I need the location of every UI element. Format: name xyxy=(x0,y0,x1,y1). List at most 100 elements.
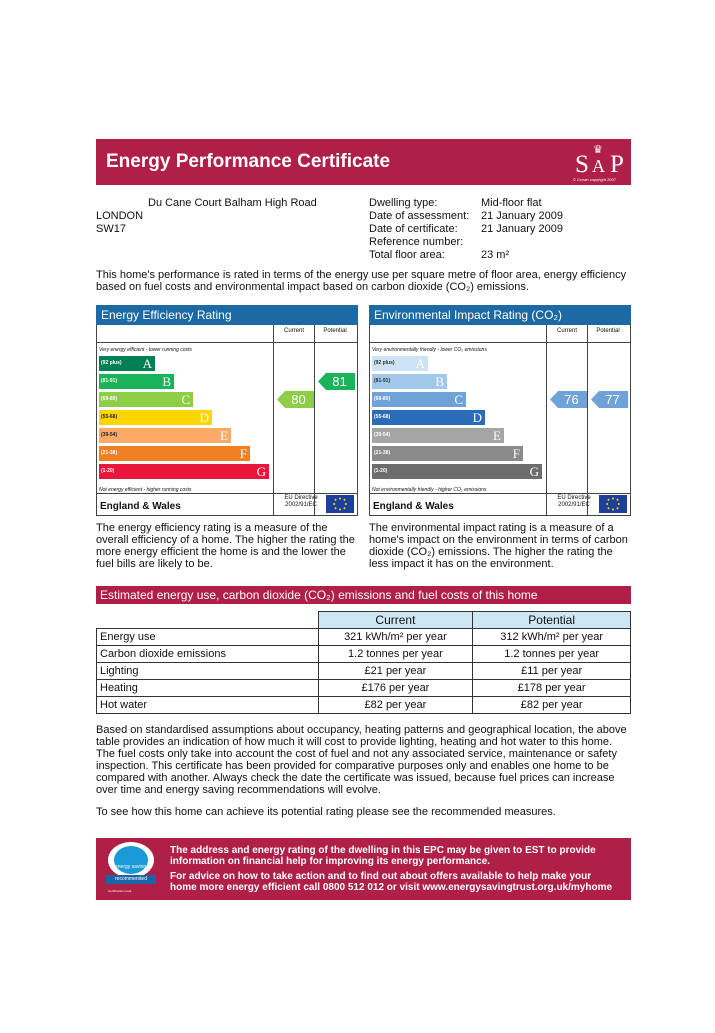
band-letter: E xyxy=(220,428,228,443)
environmental-impact-chart: Current Potential Very environmentally f… xyxy=(369,325,631,516)
dwelling-value: Mid-floor flat xyxy=(481,197,542,209)
dwelling-label: Reference number: xyxy=(369,236,464,248)
logo-bottom-text: recommended xyxy=(106,875,156,884)
dwelling-value: 23 m² xyxy=(481,249,510,261)
band-letter: B xyxy=(435,374,444,389)
energy-saving-recommended-logo: energy saving recommended Certification … xyxy=(106,842,156,893)
energy-efficiency-title: Energy Efficiency Rating xyxy=(96,305,358,325)
table-row: Carbon dioxide emissions 1.2 tonnes per y… xyxy=(96,645,631,663)
sap-letter-p: P xyxy=(610,151,624,178)
table-header-row: Current Potential xyxy=(96,611,631,629)
band-range: (92 plus) xyxy=(101,360,122,366)
current-column-header: Current xyxy=(556,328,577,334)
band-letter: E xyxy=(493,428,501,443)
footer-text-2: For advice on how to take action and to … xyxy=(170,871,613,893)
certificate-header: Energy Performance Certificate ♛ S A P ©… xyxy=(96,139,631,185)
rating-band-b: (81-91) B xyxy=(99,374,174,389)
dwelling-value: 21 January 2009 xyxy=(481,223,563,235)
rating-band-g: (1-20) G xyxy=(99,464,269,479)
rating-band-a: (92 plus) A xyxy=(372,356,428,371)
environmental-impact-panel: Environmental Impact Rating (CO₂) Curren… xyxy=(369,305,631,570)
eu-directive: EU Directive 2002/91/EC xyxy=(284,495,318,508)
dwelling-row: Dwelling type: Mid-floor flat xyxy=(369,197,563,210)
band-letter: G xyxy=(256,464,266,479)
body-text: Based on standardised assumptions about … xyxy=(96,724,627,796)
eu-flag-icon xyxy=(326,495,354,513)
band-letter: A xyxy=(142,356,152,371)
environmental-impact-title: Environmental Impact Rating (CO₂) xyxy=(369,305,631,325)
rating-band-c: (69-80) C xyxy=(99,392,193,407)
current-column-header: Current xyxy=(283,328,304,334)
table-row: Energy use 321 kWh/m² per year 312 kWh/m² … xyxy=(96,628,631,646)
rating-band-c: (69-80) C xyxy=(372,392,466,407)
top-note: Very energy efficient - lower running co… xyxy=(99,347,192,353)
band-letter: A xyxy=(415,356,425,371)
certificate-title: Energy Performance Certificate xyxy=(106,151,391,172)
band-letter: F xyxy=(512,446,520,461)
dwelling-label: Total floor area: xyxy=(369,249,445,261)
band-range: (1-20) xyxy=(374,468,388,474)
sap-letter-s: S xyxy=(575,151,589,178)
band-range: (92 plus) xyxy=(374,360,395,366)
dwelling-info: Dwelling type: Mid-floor flat Date of ass… xyxy=(369,197,563,262)
band-range: (21-38) xyxy=(374,450,391,456)
rating-band-g: (1-20) G xyxy=(372,464,542,479)
rating-band-a: (92 plus) A xyxy=(99,356,155,371)
band-letter: C xyxy=(181,392,190,407)
bottom-note: Not energy efficient - higher running co… xyxy=(99,487,192,493)
dwelling-label: Date of assessment: xyxy=(369,210,470,222)
footer-banner: energy saving recommended Certification … xyxy=(96,838,631,900)
potential-rating-arrow: 77 xyxy=(591,391,628,408)
band-letter: C xyxy=(454,392,463,407)
rating-band-d: (55-68) D xyxy=(372,410,485,425)
table-row: Lighting £21 per year £11 per year xyxy=(96,662,631,680)
band-letter: D xyxy=(472,410,482,425)
sap-letter-a: A xyxy=(592,156,605,176)
energy-efficiency-description: The energy efficiency rating is a measur… xyxy=(96,522,355,570)
rating-band-e: (39-54) E xyxy=(99,428,231,443)
address-line-2: LONDON xyxy=(96,210,144,222)
energy-efficiency-chart: Current Potential Very energy efficient … xyxy=(96,325,358,516)
dwelling-label: Date of certificate: xyxy=(369,223,458,235)
energy-efficiency-panel: Energy Efficiency Rating Current Potenti… xyxy=(96,305,358,570)
footer-text-1: The address and energy rating of the dwe… xyxy=(170,845,596,867)
dwelling-row: Date of certificate: 21 January 2009 xyxy=(369,223,563,236)
potential-rating-arrow: 81 xyxy=(318,373,355,390)
sap-caption: © Crown copyright 2007 xyxy=(573,177,616,182)
band-range: (69-80) xyxy=(374,396,391,402)
band-range: (55-68) xyxy=(374,414,391,420)
sap-logo: ♛ S A P © Crown copyright 2007 xyxy=(571,139,631,185)
region-label: England & Wales xyxy=(100,501,181,512)
dwelling-label: Dwelling type: xyxy=(369,197,438,209)
band-range: (1-20) xyxy=(101,468,115,474)
band-range: (39-54) xyxy=(374,432,391,438)
region-label: England & Wales xyxy=(373,501,454,512)
property-address: Du Cane Court Balham High Road LONDON SW… xyxy=(96,197,317,236)
rating-band-f: (21-38) F xyxy=(99,446,250,461)
rating-band-f: (21-38) F xyxy=(372,446,523,461)
intro-text: This home's performance is rated in term… xyxy=(96,269,627,293)
logo-top-text: energy saving xyxy=(115,864,147,870)
rating-band-b: (81-91) B xyxy=(372,374,447,389)
estimates-title: Estimated energy use, carbon dioxide (CO… xyxy=(96,586,631,604)
environmental-impact-description: The environmental impact rating is a mea… xyxy=(369,522,628,570)
logo-caption: Certification mark xyxy=(108,889,132,893)
crown-icon: ♛ xyxy=(593,144,603,156)
potential-column-header: Potential xyxy=(596,328,620,334)
band-range: (81-91) xyxy=(374,378,391,384)
address-line-1: Du Cane Court Balham High Road xyxy=(148,197,317,209)
current-rating-arrow: 76 xyxy=(550,391,587,408)
eu-directive: EU Directive 2002/91/EC xyxy=(557,495,591,508)
band-range: (21-38) xyxy=(101,450,118,456)
band-range: (69-80) xyxy=(101,396,118,402)
bottom-note: Not environmentally friendly - higher CO… xyxy=(372,487,487,493)
table-row: Hot water £82 per year £82 per year xyxy=(96,696,631,714)
rating-band-d: (55-68) D xyxy=(99,410,212,425)
address-line-3: SW17 xyxy=(96,223,126,235)
table-row: Heating £176 per year £178 per year xyxy=(96,679,631,697)
band-letter: F xyxy=(239,446,247,461)
band-range: (55-68) xyxy=(101,414,118,420)
potential-column-header: Potential xyxy=(323,328,347,334)
band-range: (81-91) xyxy=(101,378,118,384)
dwelling-value: 21 January 2009 xyxy=(481,210,563,222)
